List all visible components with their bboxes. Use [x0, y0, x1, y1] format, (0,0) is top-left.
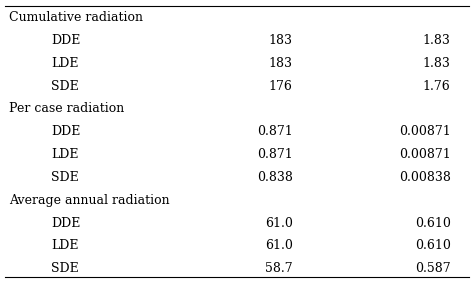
Text: DDE: DDE	[51, 34, 81, 47]
Text: SDE: SDE	[51, 262, 79, 275]
Text: 1.83: 1.83	[423, 34, 451, 47]
Text: 0.610: 0.610	[415, 239, 451, 252]
Text: LDE: LDE	[51, 148, 79, 161]
Text: 0.610: 0.610	[415, 217, 451, 229]
Text: 0.00871: 0.00871	[399, 148, 451, 161]
Text: 0.871: 0.871	[257, 125, 293, 138]
Text: SDE: SDE	[51, 80, 79, 93]
Text: 183: 183	[269, 34, 293, 47]
Text: DDE: DDE	[51, 125, 81, 138]
Text: 61.0: 61.0	[265, 239, 293, 252]
Text: 0.871: 0.871	[257, 148, 293, 161]
Text: LDE: LDE	[51, 239, 79, 252]
Text: Per case radiation: Per case radiation	[9, 103, 125, 116]
Text: SDE: SDE	[51, 171, 79, 184]
Text: LDE: LDE	[51, 57, 79, 70]
Text: 58.7: 58.7	[265, 262, 293, 275]
Text: 1.83: 1.83	[423, 57, 451, 70]
Text: Average annual radiation: Average annual radiation	[9, 194, 170, 207]
Text: 61.0: 61.0	[265, 217, 293, 229]
Text: 176: 176	[269, 80, 293, 93]
Text: 0.00871: 0.00871	[399, 125, 451, 138]
Text: 0.838: 0.838	[257, 171, 293, 184]
Text: 0.00838: 0.00838	[399, 171, 451, 184]
Text: 183: 183	[269, 57, 293, 70]
Text: DDE: DDE	[51, 217, 81, 229]
Text: 0.587: 0.587	[415, 262, 451, 275]
Text: Cumulative radiation: Cumulative radiation	[9, 11, 144, 24]
Text: 1.76: 1.76	[423, 80, 451, 93]
